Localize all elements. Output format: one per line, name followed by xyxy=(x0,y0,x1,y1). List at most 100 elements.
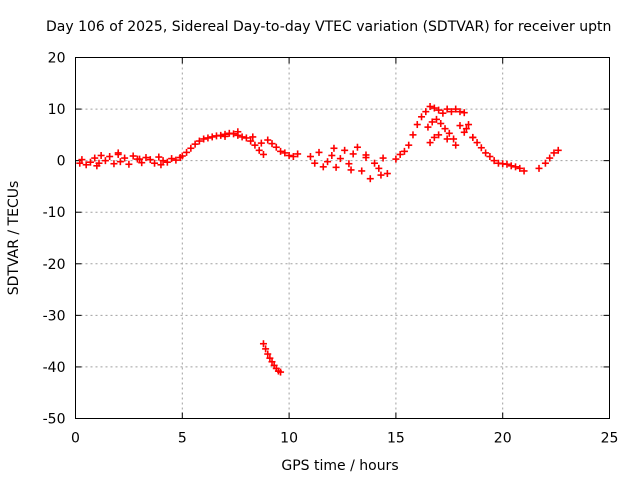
y-tick-label: -50 xyxy=(43,412,66,428)
data-point xyxy=(157,161,165,169)
data-point xyxy=(151,159,159,167)
data-point xyxy=(452,141,460,149)
data-point xyxy=(172,156,180,164)
data-point xyxy=(328,151,336,159)
data-point xyxy=(445,129,453,137)
data-point xyxy=(249,133,257,141)
data-point xyxy=(507,162,515,170)
data-point xyxy=(178,152,186,160)
data-point xyxy=(516,164,524,172)
data-point xyxy=(439,109,447,117)
data-point xyxy=(396,150,404,158)
data-point xyxy=(345,160,353,168)
data-point xyxy=(221,132,229,140)
data-point xyxy=(450,135,458,143)
data-point xyxy=(383,170,391,178)
x-tick-label: 20 xyxy=(494,431,512,447)
y-tick-label: -30 xyxy=(43,308,66,324)
data-point xyxy=(503,160,511,168)
data-point xyxy=(324,158,332,166)
data-point xyxy=(460,109,468,117)
y-tick-label: -10 xyxy=(43,205,66,221)
data-point xyxy=(272,143,280,151)
data-point xyxy=(353,143,361,151)
data-point xyxy=(76,159,84,167)
data-point xyxy=(447,108,455,116)
data-point xyxy=(392,155,400,163)
data-point xyxy=(482,149,490,157)
data-point xyxy=(97,151,105,159)
data-point xyxy=(430,133,438,141)
x-tick-label: 15 xyxy=(387,431,405,447)
data-point xyxy=(195,137,203,145)
data-point xyxy=(435,131,443,139)
data-point xyxy=(251,141,259,149)
data-point xyxy=(409,131,417,139)
data-point xyxy=(110,160,118,168)
data-point xyxy=(247,137,255,145)
data-point xyxy=(259,340,267,348)
data-point xyxy=(191,140,199,148)
data-point xyxy=(435,106,443,114)
data-point xyxy=(116,158,124,166)
plot-frame xyxy=(75,57,610,419)
data-point xyxy=(285,151,293,159)
data-point xyxy=(121,154,129,162)
data-point xyxy=(375,164,383,172)
data-point xyxy=(82,161,90,169)
data-point xyxy=(277,147,285,155)
data-point xyxy=(512,163,520,171)
data-point xyxy=(473,139,481,147)
data-point xyxy=(159,157,167,165)
data-point xyxy=(477,144,485,152)
data-point xyxy=(255,146,263,154)
data-point xyxy=(281,149,289,157)
data-point xyxy=(78,156,86,164)
data-point xyxy=(319,163,327,171)
data-point xyxy=(264,136,272,144)
data-point xyxy=(441,125,449,133)
data-point xyxy=(443,135,451,143)
data-point xyxy=(311,159,319,167)
data-point xyxy=(366,175,374,183)
data-point xyxy=(428,118,436,126)
data-point xyxy=(362,151,370,159)
data-point xyxy=(347,166,355,174)
data-point xyxy=(230,130,238,138)
chart-title: Day 106 of 2025, Sidereal Day-to-day VTE… xyxy=(46,19,611,35)
data-point xyxy=(379,154,387,162)
y-tick-label: 10 xyxy=(48,102,66,118)
x-tick-label: 0 xyxy=(71,431,80,447)
data-point xyxy=(262,345,270,353)
data-point xyxy=(358,167,366,175)
data-point xyxy=(546,154,554,162)
data-point xyxy=(490,157,498,165)
data-point xyxy=(486,153,494,161)
data-point xyxy=(535,164,543,172)
data-point xyxy=(106,153,114,161)
data-point xyxy=(430,104,438,112)
data-point xyxy=(400,147,408,155)
data-point xyxy=(554,146,562,154)
data-point xyxy=(125,160,133,168)
data-point xyxy=(418,113,426,121)
data-point xyxy=(242,134,250,142)
data-point xyxy=(91,154,99,162)
data-point xyxy=(234,128,242,136)
data-point xyxy=(341,146,349,154)
data-point xyxy=(238,133,246,141)
data-point xyxy=(437,120,445,128)
x-axis-label: GPS time / hours xyxy=(281,458,398,474)
data-point xyxy=(289,153,297,161)
axis-ticks: 0 5 10 15 20 25 -50 -40 -30 -20 -10 0 10 20 xyxy=(43,51,619,447)
data-point xyxy=(371,159,379,167)
data-point xyxy=(294,150,302,158)
data-point xyxy=(456,108,464,116)
data-point xyxy=(217,131,225,139)
data-point xyxy=(460,128,468,136)
data-point xyxy=(208,133,216,141)
data-point xyxy=(264,350,272,358)
data-point xyxy=(204,134,212,142)
data-point xyxy=(550,149,558,157)
data-point xyxy=(268,140,276,148)
